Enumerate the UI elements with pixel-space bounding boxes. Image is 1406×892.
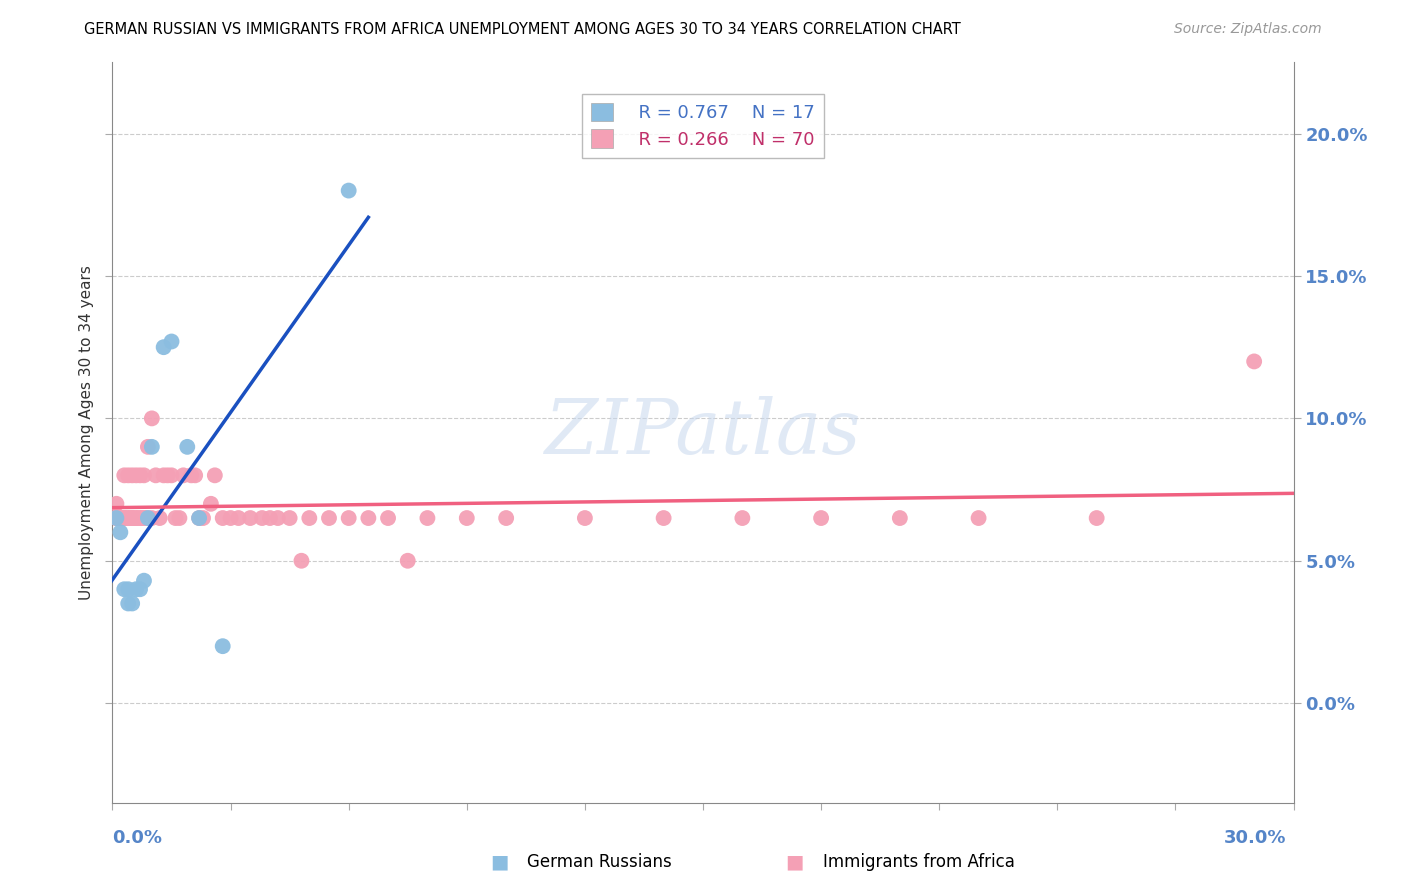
Y-axis label: Unemployment Among Ages 30 to 34 years: Unemployment Among Ages 30 to 34 years <box>79 265 94 600</box>
Point <box>228 511 250 525</box>
Point <box>1085 511 1108 525</box>
Point <box>132 574 155 588</box>
Point <box>132 468 155 483</box>
Point <box>129 582 152 597</box>
Point <box>110 511 132 525</box>
Text: ■: ■ <box>489 852 509 871</box>
Point <box>1243 354 1265 368</box>
Point <box>298 511 321 525</box>
Point <box>250 511 273 525</box>
Point <box>176 440 198 454</box>
Point <box>136 511 159 525</box>
Point <box>132 511 155 525</box>
Point <box>112 582 135 597</box>
Point <box>125 468 148 483</box>
Point <box>152 468 174 483</box>
Point <box>105 497 128 511</box>
Point <box>290 554 312 568</box>
Point <box>967 511 990 525</box>
Point <box>188 511 211 525</box>
Point <box>117 468 139 483</box>
Point <box>184 468 207 483</box>
Point <box>211 639 233 653</box>
Point <box>278 511 301 525</box>
Point <box>121 468 143 483</box>
Point <box>204 468 226 483</box>
Point <box>105 511 128 525</box>
Point <box>318 511 340 525</box>
Point <box>152 340 174 354</box>
Point <box>112 511 135 525</box>
Text: 30.0%: 30.0% <box>1225 829 1286 847</box>
Point <box>188 511 211 525</box>
Text: Source: ZipAtlas.com: Source: ZipAtlas.com <box>1174 22 1322 37</box>
Point <box>574 511 596 525</box>
Point <box>129 511 152 525</box>
Point <box>160 468 183 483</box>
Point <box>121 511 143 525</box>
Text: ■: ■ <box>785 852 804 871</box>
Point <box>136 440 159 454</box>
Point <box>169 511 191 525</box>
Point <box>121 511 143 525</box>
Point <box>141 440 163 454</box>
Legend:   R = 0.767    N = 17,   R = 0.266    N = 70: R = 0.767 N = 17, R = 0.266 N = 70 <box>582 94 824 158</box>
Point <box>112 511 135 525</box>
Point <box>357 511 380 525</box>
Point <box>121 597 143 611</box>
Text: 0.0%: 0.0% <box>112 829 163 847</box>
Point <box>219 511 242 525</box>
Point <box>117 511 139 525</box>
Point <box>191 511 214 525</box>
Point <box>396 554 419 568</box>
Point <box>129 511 152 525</box>
Point <box>117 511 139 525</box>
Point <box>117 582 139 597</box>
Point <box>731 511 754 525</box>
Text: Immigrants from Africa: Immigrants from Africa <box>823 853 1014 871</box>
Text: ZIPatlas: ZIPatlas <box>544 396 862 469</box>
Point <box>112 468 135 483</box>
Point <box>141 411 163 425</box>
Point <box>125 511 148 525</box>
Point <box>149 511 172 525</box>
Point <box>377 511 399 525</box>
Point <box>125 582 148 597</box>
Point <box>172 468 194 483</box>
Point <box>132 511 155 525</box>
Point <box>652 511 675 525</box>
Point <box>810 511 832 525</box>
Text: GERMAN RUSSIAN VS IMMIGRANTS FROM AFRICA UNEMPLOYMENT AMONG AGES 30 TO 34 YEARS : GERMAN RUSSIAN VS IMMIGRANTS FROM AFRICA… <box>84 22 962 37</box>
Point <box>110 511 132 525</box>
Point <box>125 511 148 525</box>
Point <box>112 511 135 525</box>
Point <box>160 334 183 349</box>
Point <box>105 511 128 525</box>
Point <box>889 511 911 525</box>
Point <box>267 511 290 525</box>
Point <box>200 497 222 511</box>
Text: German Russians: German Russians <box>527 853 672 871</box>
Point <box>156 468 179 483</box>
Point <box>141 511 163 525</box>
Point <box>110 525 132 540</box>
Point <box>110 511 132 525</box>
Point <box>416 511 439 525</box>
Point <box>165 511 187 525</box>
Point <box>145 468 167 483</box>
Point <box>495 511 517 525</box>
Point <box>180 468 202 483</box>
Point <box>129 468 152 483</box>
Point <box>456 511 478 525</box>
Point <box>337 511 360 525</box>
Point <box>136 511 159 525</box>
Point <box>121 511 143 525</box>
Point <box>239 511 262 525</box>
Point <box>211 511 233 525</box>
Point <box>337 184 360 198</box>
Point <box>259 511 281 525</box>
Point <box>117 597 139 611</box>
Point <box>105 511 128 525</box>
